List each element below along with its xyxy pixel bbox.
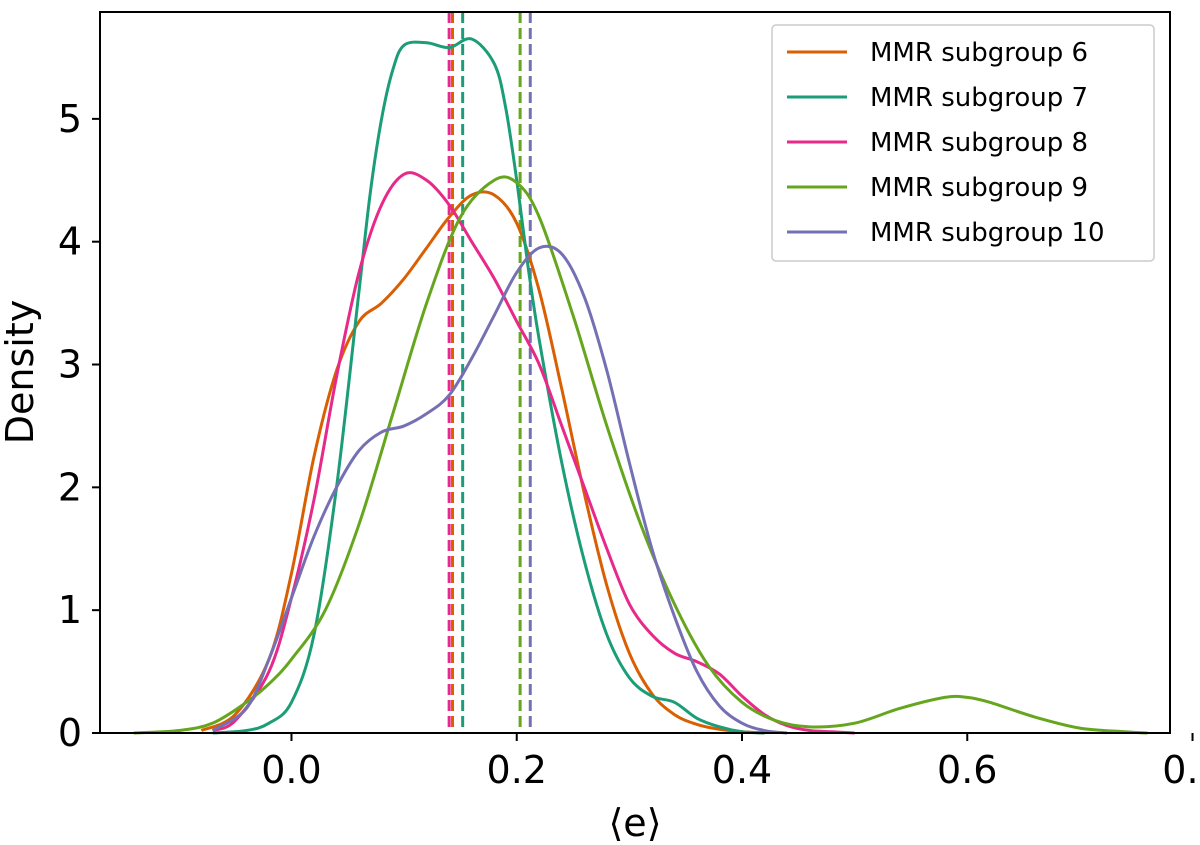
density-curve-mmr-subgroup-10 [211,244,788,735]
legend-label-mmr-subgroup-10: MMR subgroup 10 [870,218,1105,248]
y-tick-label: 4 [58,220,82,264]
x-tick-label: 0.8 [1162,748,1200,792]
legend-items: MMR subgroup 6 MMR subgroup 7 MMR subgroup… [787,38,1105,248]
legend-label-mmr-subgroup-7: MMR subgroup 7 [870,83,1088,113]
x-tick-label: 0.4 [712,748,772,792]
legend-label-mmr-subgroup-9: MMR subgroup 9 [870,173,1088,203]
x-axis-ticks: 0.0 0.2 0.4 0.6 0.8 [261,733,1200,792]
x-tick-label: 0.6 [937,748,997,792]
legend-label-mmr-subgroup-6: MMR subgroup 6 [870,38,1088,68]
y-tick-label: 2 [58,465,82,509]
y-tick-label: 0 [58,711,82,755]
y-axis-label: Density [0,300,42,444]
y-tick-label: 5 [58,97,82,141]
y-tick-label: 1 [58,588,82,632]
y-tick-label: 3 [58,343,82,387]
y-axis-ticks: 0 1 2 3 4 5 [58,97,100,755]
legend-frame [771,24,1155,262]
density-curve-mmr-subgroup-6 [200,190,765,735]
mean-lines [447,12,532,733]
legend-label-mmr-subgroup-8: MMR subgroup 8 [870,128,1088,158]
density-curve-mmr-subgroup-7 [212,37,765,735]
legend: MMR subgroup 6 MMR subgroup 7 MMR subgroup… [771,24,1155,262]
plot-frame [99,11,1171,734]
density-curve-mmr-subgroup-8 [212,171,855,735]
x-tick-label: 0.2 [487,748,547,792]
density-curve-mmr-subgroup-9 [133,175,1148,735]
density-curves [133,37,1148,735]
x-tick-label: 0.0 [261,748,321,792]
x-axis-label: ⟨e⟩ [608,801,661,845]
